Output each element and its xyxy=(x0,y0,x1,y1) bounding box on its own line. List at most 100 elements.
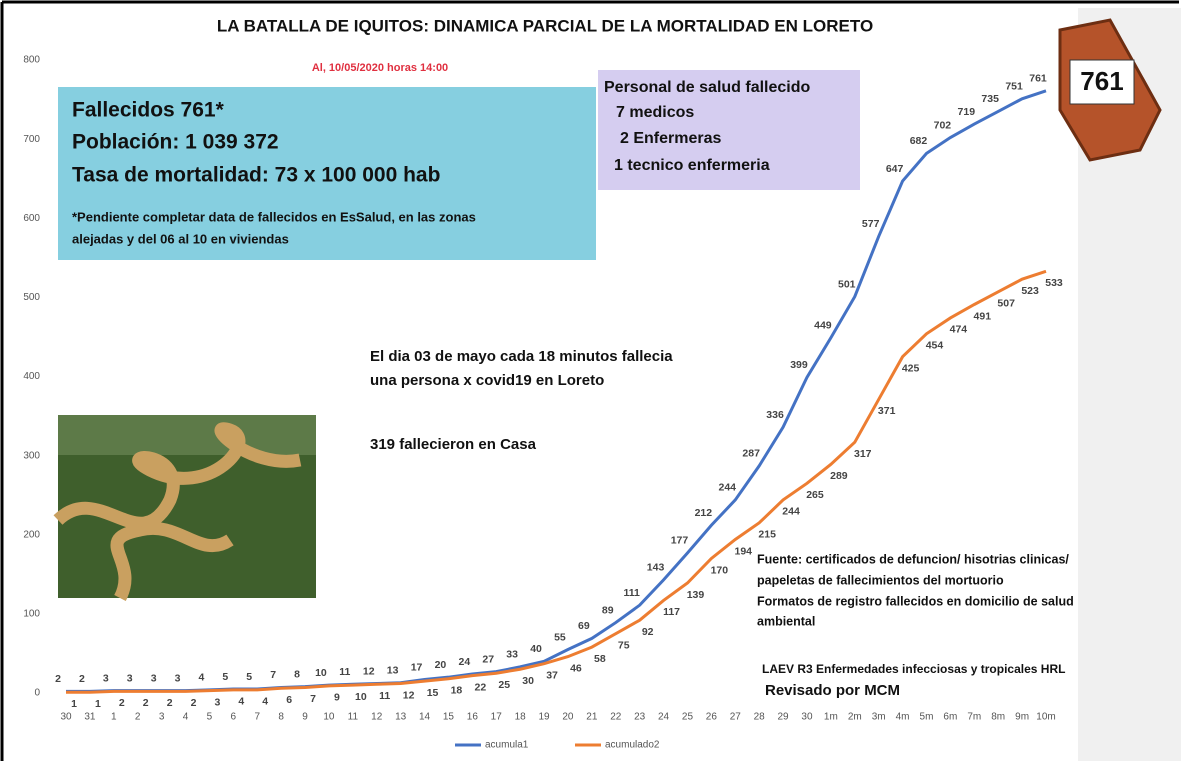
x-tick-label: 10m xyxy=(1036,712,1055,723)
data-label: 17 xyxy=(411,661,423,673)
data-label: 501 xyxy=(838,278,856,290)
data-label: 55 xyxy=(554,631,566,643)
data-label: 177 xyxy=(671,535,689,547)
data-label: 11 xyxy=(379,690,390,702)
data-label: 244 xyxy=(719,482,737,494)
data-label: 507 xyxy=(997,298,1015,310)
data-label: 1 xyxy=(95,698,101,710)
data-label: 4 xyxy=(238,696,244,708)
data-label: 20 xyxy=(435,659,447,671)
data-label: 682 xyxy=(910,135,928,147)
data-label: 170 xyxy=(711,564,729,576)
x-tick-label: 10 xyxy=(323,712,335,723)
data-label: 751 xyxy=(1005,81,1023,93)
data-label: 3 xyxy=(151,672,157,684)
source-note: Fuente: certificados de defuncion/ hisot… xyxy=(757,552,1069,566)
x-tick-label: 7 xyxy=(254,712,260,723)
y-tick-label: 300 xyxy=(23,450,40,461)
data-label: 10 xyxy=(315,667,327,679)
river-photo xyxy=(58,415,316,598)
data-label: 2 xyxy=(119,697,125,709)
x-tick-label: 28 xyxy=(754,712,766,723)
x-tick-label: 11 xyxy=(348,712,359,723)
data-label: 577 xyxy=(862,218,880,230)
data-label: 8 xyxy=(294,668,300,680)
data-label: 3 xyxy=(214,696,220,708)
legend-label: acumula1 xyxy=(485,740,529,751)
data-label: 24 xyxy=(458,656,470,668)
source-note: papeletas de fallecimientos del mortuori… xyxy=(757,573,1004,587)
data-label: 11 xyxy=(339,666,350,678)
data-label: 425 xyxy=(902,363,920,375)
x-tick-label: 4 xyxy=(183,712,189,723)
x-tick-label: 8 xyxy=(278,712,284,723)
x-tick-label: 26 xyxy=(706,712,718,723)
x-tick-label: 22 xyxy=(610,712,622,723)
data-label: 3 xyxy=(175,672,181,684)
x-tick-label: 5m xyxy=(920,712,934,723)
data-label: 46 xyxy=(570,662,582,674)
x-tick-label: 19 xyxy=(538,712,550,723)
data-label: 2 xyxy=(79,673,85,685)
data-label: 18 xyxy=(451,685,463,697)
y-tick-label: 800 xyxy=(23,55,40,66)
data-label: 22 xyxy=(474,681,486,693)
data-label: 371 xyxy=(878,405,896,417)
x-tick-label: 2 xyxy=(135,712,141,723)
badge-text: 761 xyxy=(1080,66,1123,96)
source-note: Formatos de registro fallecidos en domic… xyxy=(757,594,1074,608)
data-label: 111 xyxy=(623,587,640,599)
y-tick-label: 200 xyxy=(23,529,40,540)
x-tick-label: 1 xyxy=(111,712,117,723)
x-tick-label: 12 xyxy=(371,712,383,723)
x-tick-label: 17 xyxy=(491,712,503,723)
data-label: 265 xyxy=(806,489,824,501)
data-label: 37 xyxy=(546,670,558,682)
y-tick-label: 400 xyxy=(23,371,40,382)
x-tick-label: 20 xyxy=(562,712,574,723)
data-label: 7 xyxy=(310,693,316,705)
data-label: 117 xyxy=(663,606,680,618)
x-tick-label: 29 xyxy=(778,712,790,723)
data-label: 449 xyxy=(814,320,832,332)
staff-line: 7 medicos xyxy=(616,104,694,121)
x-tick-label: 9 xyxy=(302,712,308,723)
review-note: Revisado por MCM xyxy=(765,682,900,699)
author-note: LAEV R3 Enfermedades infecciosas y tropi… xyxy=(762,662,1065,676)
data-label: 30 xyxy=(522,675,534,687)
data-label: 15 xyxy=(427,687,439,699)
staff-line: Personal de salud fallecido xyxy=(604,79,811,96)
x-tick-label: 23 xyxy=(634,712,646,723)
data-label: 5 xyxy=(222,671,228,683)
data-label: 143 xyxy=(647,562,665,574)
x-tick-label: 9m xyxy=(1015,712,1029,723)
data-label: 212 xyxy=(695,507,713,519)
summary-note: *Pendiente completar data de fallecidos … xyxy=(72,209,476,224)
summary-line: Tasa de mortalidad: 73 x 100 000 hab xyxy=(72,164,440,187)
x-tick-label: 2m xyxy=(848,712,862,723)
data-label: 5 xyxy=(246,671,252,683)
data-label: 4 xyxy=(198,672,204,684)
x-tick-label: 7m xyxy=(967,712,981,723)
rate-note: una persona x covid19 en Loreto xyxy=(370,372,604,389)
staff-line: 1 tecnico enfermeria xyxy=(614,157,770,174)
chart-subtitle: Al, 10/05/2020 horas 14:00 xyxy=(312,62,448,74)
rate-note: El dia 03 de mayo cada 18 minutos fallec… xyxy=(370,348,673,365)
x-tick-label: 31 xyxy=(84,712,96,723)
data-label: 3 xyxy=(127,672,133,684)
data-label: 89 xyxy=(602,604,614,616)
data-label: 4 xyxy=(262,696,268,708)
legend-label: acumulado2 xyxy=(605,740,660,751)
data-label: 289 xyxy=(830,470,848,482)
data-label: 2 xyxy=(143,697,149,709)
data-label: 474 xyxy=(950,324,968,336)
data-label: 287 xyxy=(742,448,760,460)
x-tick-label: 3 xyxy=(159,712,165,723)
x-tick-label: 30 xyxy=(801,712,813,723)
y-tick-label: 700 xyxy=(23,134,40,145)
summary-line: Población: 1 039 372 xyxy=(72,131,279,154)
data-label: 40 xyxy=(530,643,542,655)
y-tick-label: 600 xyxy=(23,213,40,224)
x-tick-label: 25 xyxy=(682,712,694,723)
x-tick-label: 5 xyxy=(207,712,213,723)
